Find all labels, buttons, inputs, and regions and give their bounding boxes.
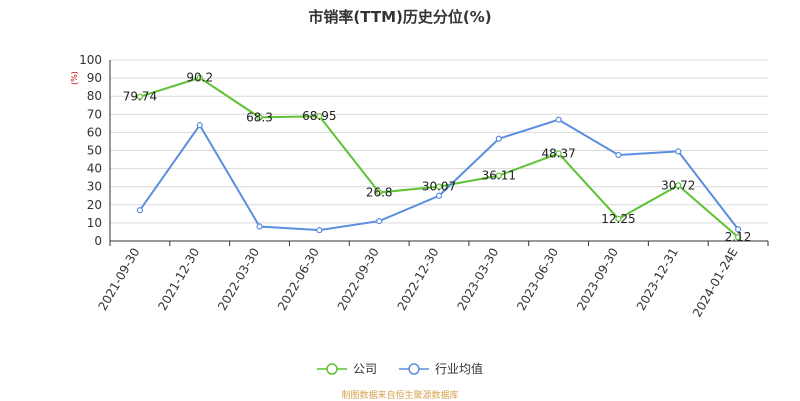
y-tick-label: 80 [87, 89, 102, 103]
data-point [256, 223, 263, 230]
series-lines [136, 74, 742, 241]
data-point [376, 189, 383, 196]
data-label: 2.12 [725, 230, 752, 244]
data-label: 30.07 [422, 180, 456, 194]
legend: 公司 行业均值 [0, 360, 800, 377]
y-axis-unit-label: (%) [70, 71, 79, 85]
x-tick-label: 2022-06-30 [275, 246, 322, 313]
data-point [734, 226, 742, 233]
data-label: 26.8 [366, 185, 393, 199]
data-point [675, 148, 682, 155]
legend-company-label: 公司 [352, 362, 377, 376]
data-point [316, 113, 323, 120]
data-point [256, 114, 263, 121]
legend-company-marker-icon [316, 362, 347, 375]
series-line-1 [139, 118, 739, 232]
data-point [136, 207, 144, 214]
x-tick-label: 2024-01-24E [690, 246, 741, 320]
data-label: 48.37 [541, 146, 575, 160]
data-point [495, 172, 502, 179]
data-point [615, 215, 622, 222]
x-tick-label: 2022-03-30 [215, 246, 262, 313]
x-tick-label: 2023-03-30 [454, 246, 501, 313]
legend-industry-label: 行业均值 [435, 362, 484, 376]
y-tick-label: 60 [87, 125, 102, 139]
data-point [316, 227, 323, 234]
legend-industry-marker-icon [399, 362, 429, 375]
data-point [555, 150, 562, 157]
y-tick-label: 0 [94, 234, 102, 248]
data-point [675, 182, 682, 189]
data-label: 36.11 [482, 169, 516, 183]
data-label: 12.25 [601, 212, 635, 226]
legend-item-company[interactable]: 公司 [316, 360, 377, 377]
data-label: 68.3 [246, 110, 273, 124]
x-tick-label: 2023-09-30 [574, 246, 621, 313]
y-tick-label: 20 [87, 198, 102, 212]
data-point [615, 151, 622, 159]
data-point [196, 74, 203, 81]
data-point [734, 234, 742, 241]
x-tick-label: 2021-09-30 [96, 246, 143, 313]
y-tick-label: 30 [87, 180, 102, 194]
legend-item-industry-average[interactable]: 行业均值 [399, 360, 483, 377]
x-tick-label: 2023-06-30 [514, 246, 561, 313]
data-label: 30.72 [661, 178, 695, 192]
chart-title: 市销率(TTM)历史分位(%) [308, 8, 492, 26]
source-note: 制图数据来自恒生聚源数据库 [341, 391, 459, 401]
data-label: 90.2 [186, 71, 213, 85]
data-point [376, 217, 383, 225]
series-line-0 [139, 76, 739, 238]
data-labels: 79.74 90.2 68.3 68.95 26.8 30.07 36.11 48.37 12.… [123, 71, 752, 244]
data-point [435, 183, 443, 190]
y-tick-label: 90 [87, 71, 102, 85]
data-point [555, 116, 562, 123]
y-tick-label: 70 [87, 107, 102, 121]
data-label: 79.74 [123, 90, 157, 104]
x-tick-label: 2023-12-31 [634, 246, 681, 313]
data-point [435, 192, 443, 199]
data-point [136, 93, 144, 100]
data-label: 68.95 [302, 109, 336, 123]
y-tick-label: 50 [87, 144, 102, 158]
y-tick-label: 40 [87, 162, 102, 176]
grid-lines [110, 59, 768, 242]
x-tick-label: 2021-12-30 [155, 246, 202, 313]
y-tick-label: 100 [79, 53, 102, 67]
x-tick-label: 2022-09-30 [335, 246, 382, 313]
x-tick-label: 2022-12-30 [395, 246, 442, 313]
data-point [196, 122, 203, 129]
y-tick-label: 10 [87, 216, 102, 230]
data-point [495, 135, 502, 142]
